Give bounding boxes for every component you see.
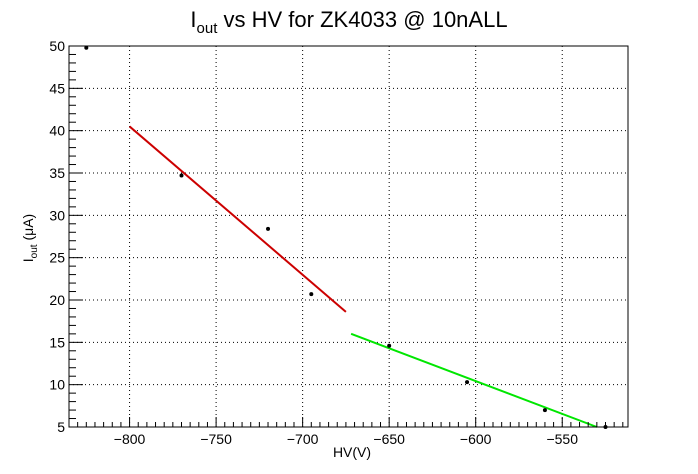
y-tick-label: 35 bbox=[49, 165, 65, 181]
data-points bbox=[84, 45, 608, 429]
y-tick-label: 45 bbox=[49, 80, 65, 96]
y-tick-label: 40 bbox=[49, 123, 65, 139]
y-tick-labels: 5 10 15 20 25 30 35 40 45 50 bbox=[49, 38, 65, 435]
axis-ticks bbox=[68, 45, 624, 428]
y-tick-label: 10 bbox=[49, 377, 65, 393]
fit-line bbox=[128, 125, 347, 313]
x-tick-labels: −800 −750 −700 −650 −600 −550 bbox=[114, 431, 578, 447]
data-point bbox=[179, 173, 184, 178]
data-point bbox=[542, 408, 547, 413]
data-point bbox=[387, 343, 392, 348]
grid-lines bbox=[69, 46, 628, 427]
y-tick-label: 15 bbox=[49, 334, 65, 350]
data-point bbox=[309, 292, 314, 297]
y-tick-label: 5 bbox=[57, 419, 65, 435]
y-tick-label: 25 bbox=[49, 250, 65, 266]
data-point bbox=[84, 45, 89, 50]
data-point bbox=[266, 226, 271, 231]
fit-lines bbox=[128, 125, 598, 428]
x-tick-label: −800 bbox=[114, 431, 146, 447]
y-axis-label: Iout (μA) bbox=[20, 214, 40, 262]
y-tick-label: 50 bbox=[49, 38, 65, 54]
x-tick-label: −700 bbox=[287, 431, 319, 447]
chart-title: Iout vs HV for ZK4033 @ 10nALL bbox=[190, 7, 507, 37]
x-tick-label: −750 bbox=[200, 431, 232, 447]
data-point bbox=[465, 380, 470, 385]
x-tick-label: −600 bbox=[460, 431, 492, 447]
y-tick-label: 30 bbox=[49, 207, 65, 223]
y-tick-label: 20 bbox=[49, 292, 65, 308]
fit-line bbox=[350, 332, 598, 428]
x-axis-label: HV(V) bbox=[333, 444, 371, 460]
x-tick-label: −550 bbox=[546, 431, 578, 447]
x-tick-label: −650 bbox=[373, 431, 405, 447]
plot-frame bbox=[68, 45, 629, 428]
